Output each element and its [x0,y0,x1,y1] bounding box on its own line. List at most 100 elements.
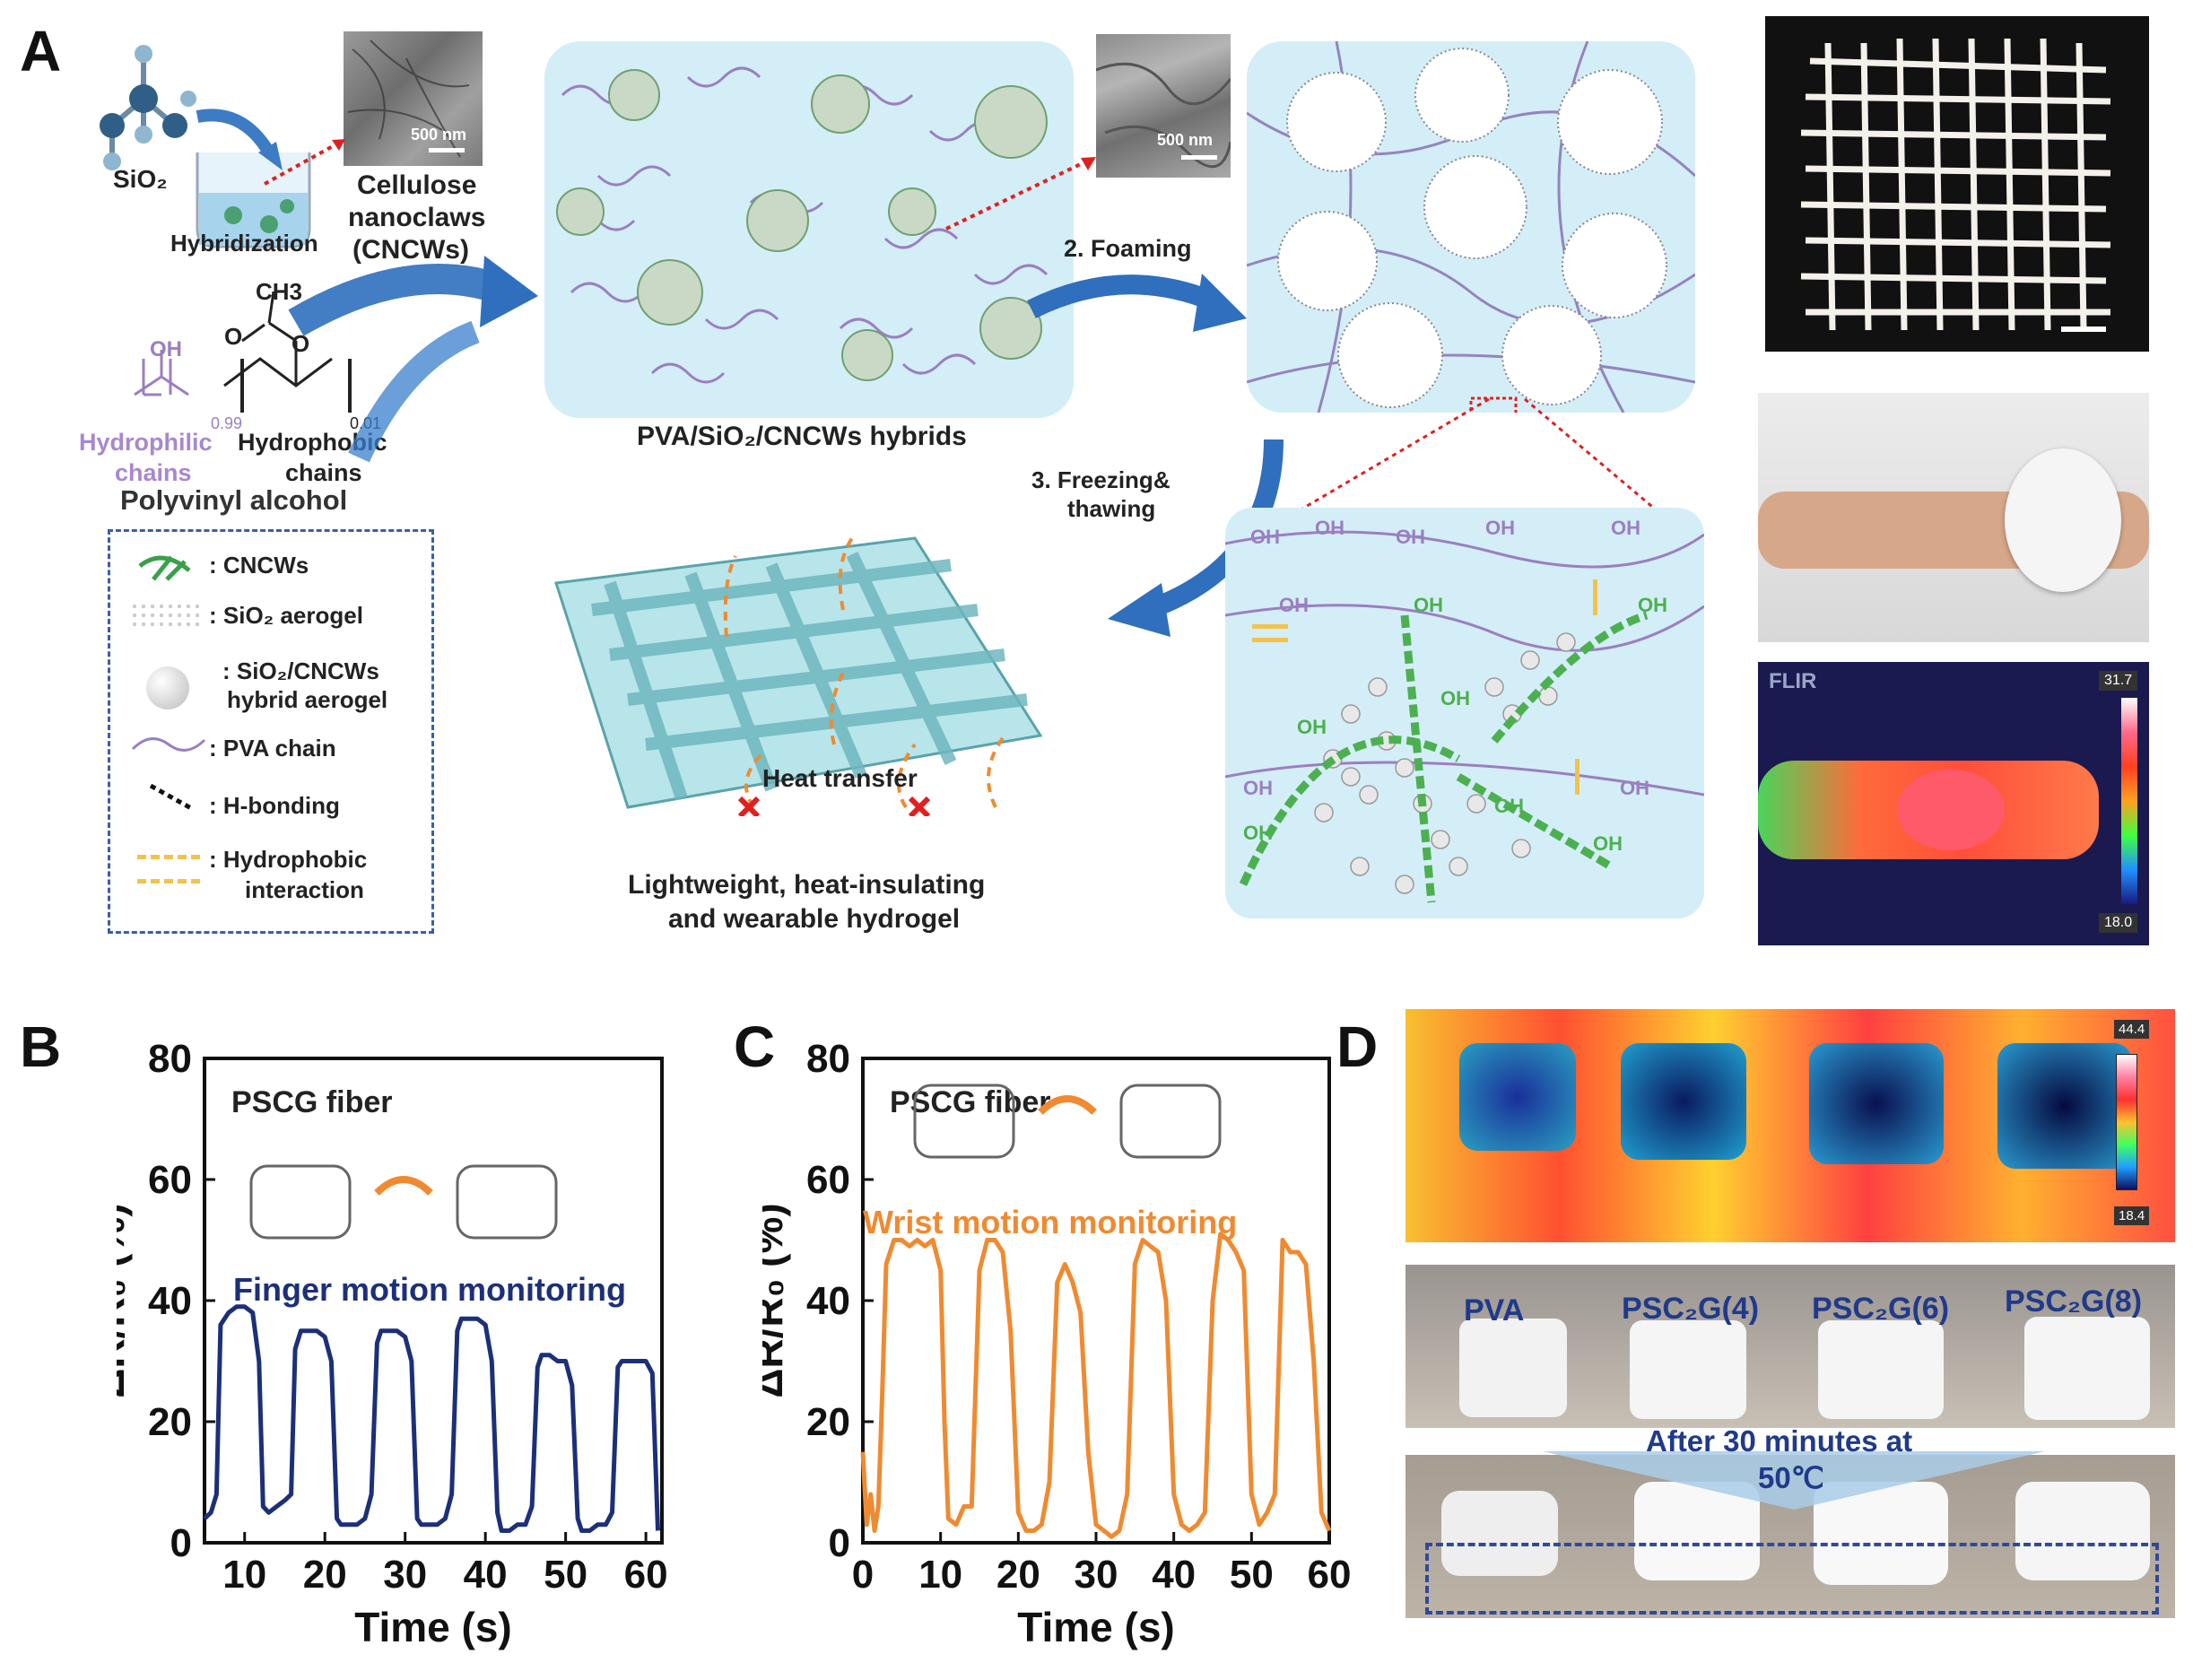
hydrophobic-legend-icon [137,855,200,884]
motion-hand-icons [249,1164,558,1240]
cncw-tem-micrograph: 500 nm [344,31,483,166]
panel-label-b: B [20,1014,62,1079]
legend-hydrophobic-1: : Hydrophobic [209,846,368,873]
cellulose-label-3: (CNCWs) [352,235,469,265]
x-axis-label: Time (s) [354,1604,512,1650]
hybrids-label: PVA/SiO₂/CNCWs hybrids [637,422,967,451]
y-tick-label: 40 [148,1279,192,1323]
oh-label-6: OH [1279,594,1309,616]
sample-label-psc2g6: PSC₂G(6) [1812,1292,1950,1326]
h-bond-legend-icon [149,783,193,811]
after-label-1: After 30 minutes at [1646,1424,1913,1458]
pointer-arrow-2 [945,157,1096,231]
cncw-legend-icon [138,555,191,581]
x-tick-label: 10 [222,1553,266,1597]
x-axis-label: Time (s) [1017,1604,1175,1650]
oh-label-4: OH [1485,517,1515,539]
legend-hybrid-aerogel-2: hybrid aerogel [227,686,388,713]
sample-label-psc2g4: PSC₂G(4) [1622,1292,1760,1326]
flir-thermal-image: FLIR 31.7 18.0 [1758,662,2149,945]
oh-label-1: OH [1250,526,1280,548]
oh-label-10: OH [1297,716,1327,738]
o-atom-label: O [292,330,310,357]
sample-before-4 [2024,1317,2150,1420]
hydrogel-caption-1: Lightweight, heat-insulating [628,870,986,900]
chart-annotation: PSCG fiber [890,1085,1050,1119]
foaming-arrow [1027,274,1247,332]
after-arrow-banner [1543,1451,2045,1510]
flir-min-value: 18.0 [2099,913,2138,933]
y-tick-label: 20 [806,1400,850,1444]
series-line [203,1304,660,1533]
panel-label-a: A [20,19,62,83]
subscript-099: 0.99 [211,414,243,432]
thermal-sample-1 [1459,1043,1576,1151]
hydrophobic-label-2: chains [285,459,362,486]
cellulose-label-1: Cellulose [357,170,477,200]
arm-patch-photo [1758,393,2149,642]
legend: : CNCWs : SiO₂ aerogel : SiO₂/CNCWs hybr… [108,529,434,934]
zoom-arrows [1282,397,1669,522]
sample-before-1 [1459,1319,1567,1417]
x-tick-label: 50 [1230,1553,1274,1597]
thermal-sample-3 [1809,1043,1944,1164]
oh-label-9: OH [1440,687,1470,709]
sample-before-3 [1818,1320,1944,1419]
hybridization-label: Hybridization [170,230,318,257]
panel-d-thermal-image: 44.4 18.4 [1405,1009,2175,1242]
oh-label-7: OH [1414,594,1443,616]
x-tick-label: 50 [544,1553,587,1597]
legend-hybrid-aerogel-1: : SiO₂/CNCWs [222,657,379,684]
panel-label-d: D [1336,1014,1379,1079]
series-line [860,1232,1332,1539]
hydrogel-caption-2: and wearable hydrogel [668,904,961,934]
sample-before-2 [1630,1320,1746,1419]
hand-icon-1 [249,1164,352,1240]
oh-label-3: OH [1396,526,1425,548]
pointer-arrow-1 [264,139,345,186]
oh-label-11: OH [1243,777,1273,799]
sem-scale-label: 500 nm [1157,131,1214,149]
legend-pva-chain: : PVA chain [209,735,336,762]
sio2-aerogel-legend-icon [130,602,202,629]
oh-label-12: OH [1243,822,1273,844]
x-tick-label: 40 [464,1553,508,1597]
panel-d-colorbar [2116,1054,2137,1190]
x-tick-label: 60 [624,1553,668,1597]
oh-label-5: OH [1611,517,1640,539]
hand-icon-2 [456,1164,558,1240]
hydrophilic-label-1: Hydrophilic [79,429,213,456]
after-label-2: 50℃ [1758,1461,1824,1494]
x-tick-label: 30 [383,1553,427,1597]
o-carbonyl-label: O [224,323,243,350]
y-tick-label: 40 [806,1279,850,1323]
y-tick-label: 20 [148,1400,192,1444]
pva-name-label: Polyvinyl alcohol [120,484,348,516]
sample-after-1 [1441,1491,1558,1576]
y-tick-label: 60 [148,1158,192,1202]
oh-label-14: OH [1620,777,1649,799]
panel-d-min-value: 18.4 [2114,1206,2150,1225]
oh-label-8: OH [1638,594,1667,616]
sio2-molecule-icon [100,45,196,170]
samples-before-photo [1405,1265,2175,1428]
x-tick-label: 60 [1308,1553,1352,1597]
legend-cncws: : CNCWs [209,552,309,579]
dashed-highlight-box [1425,1543,2159,1615]
woven-hydrogel-illustration [554,536,1043,816]
chart-annotation: PSCG fiber [231,1085,392,1119]
plot-frame [861,1057,1331,1545]
hand-icon-2 [1119,1084,1222,1159]
chart-b-finger-motion: 10 20 30 40 50 60 0 20 40 60 80 Time (s) ΔR/R₀ (%) PS… [117,1037,668,1650]
sample-after-4 [2015,1482,2150,1580]
heat-transfer-label: Heat transfer [762,764,918,792]
legend-sio2-aerogel: : SiO₂ aerogel [209,602,363,629]
foam-structure-box [1246,40,1697,418]
x-tick-label: 10 [918,1553,962,1597]
hybrid-dispersion-box [544,41,1074,418]
transition-arrow-icon [374,1176,433,1196]
hybrid-aerogel-legend-icon [146,666,189,709]
woven-fabric-photo [1765,16,2149,352]
pva-oh-label: OH [150,337,182,361]
x-tick-label: 20 [303,1553,347,1597]
